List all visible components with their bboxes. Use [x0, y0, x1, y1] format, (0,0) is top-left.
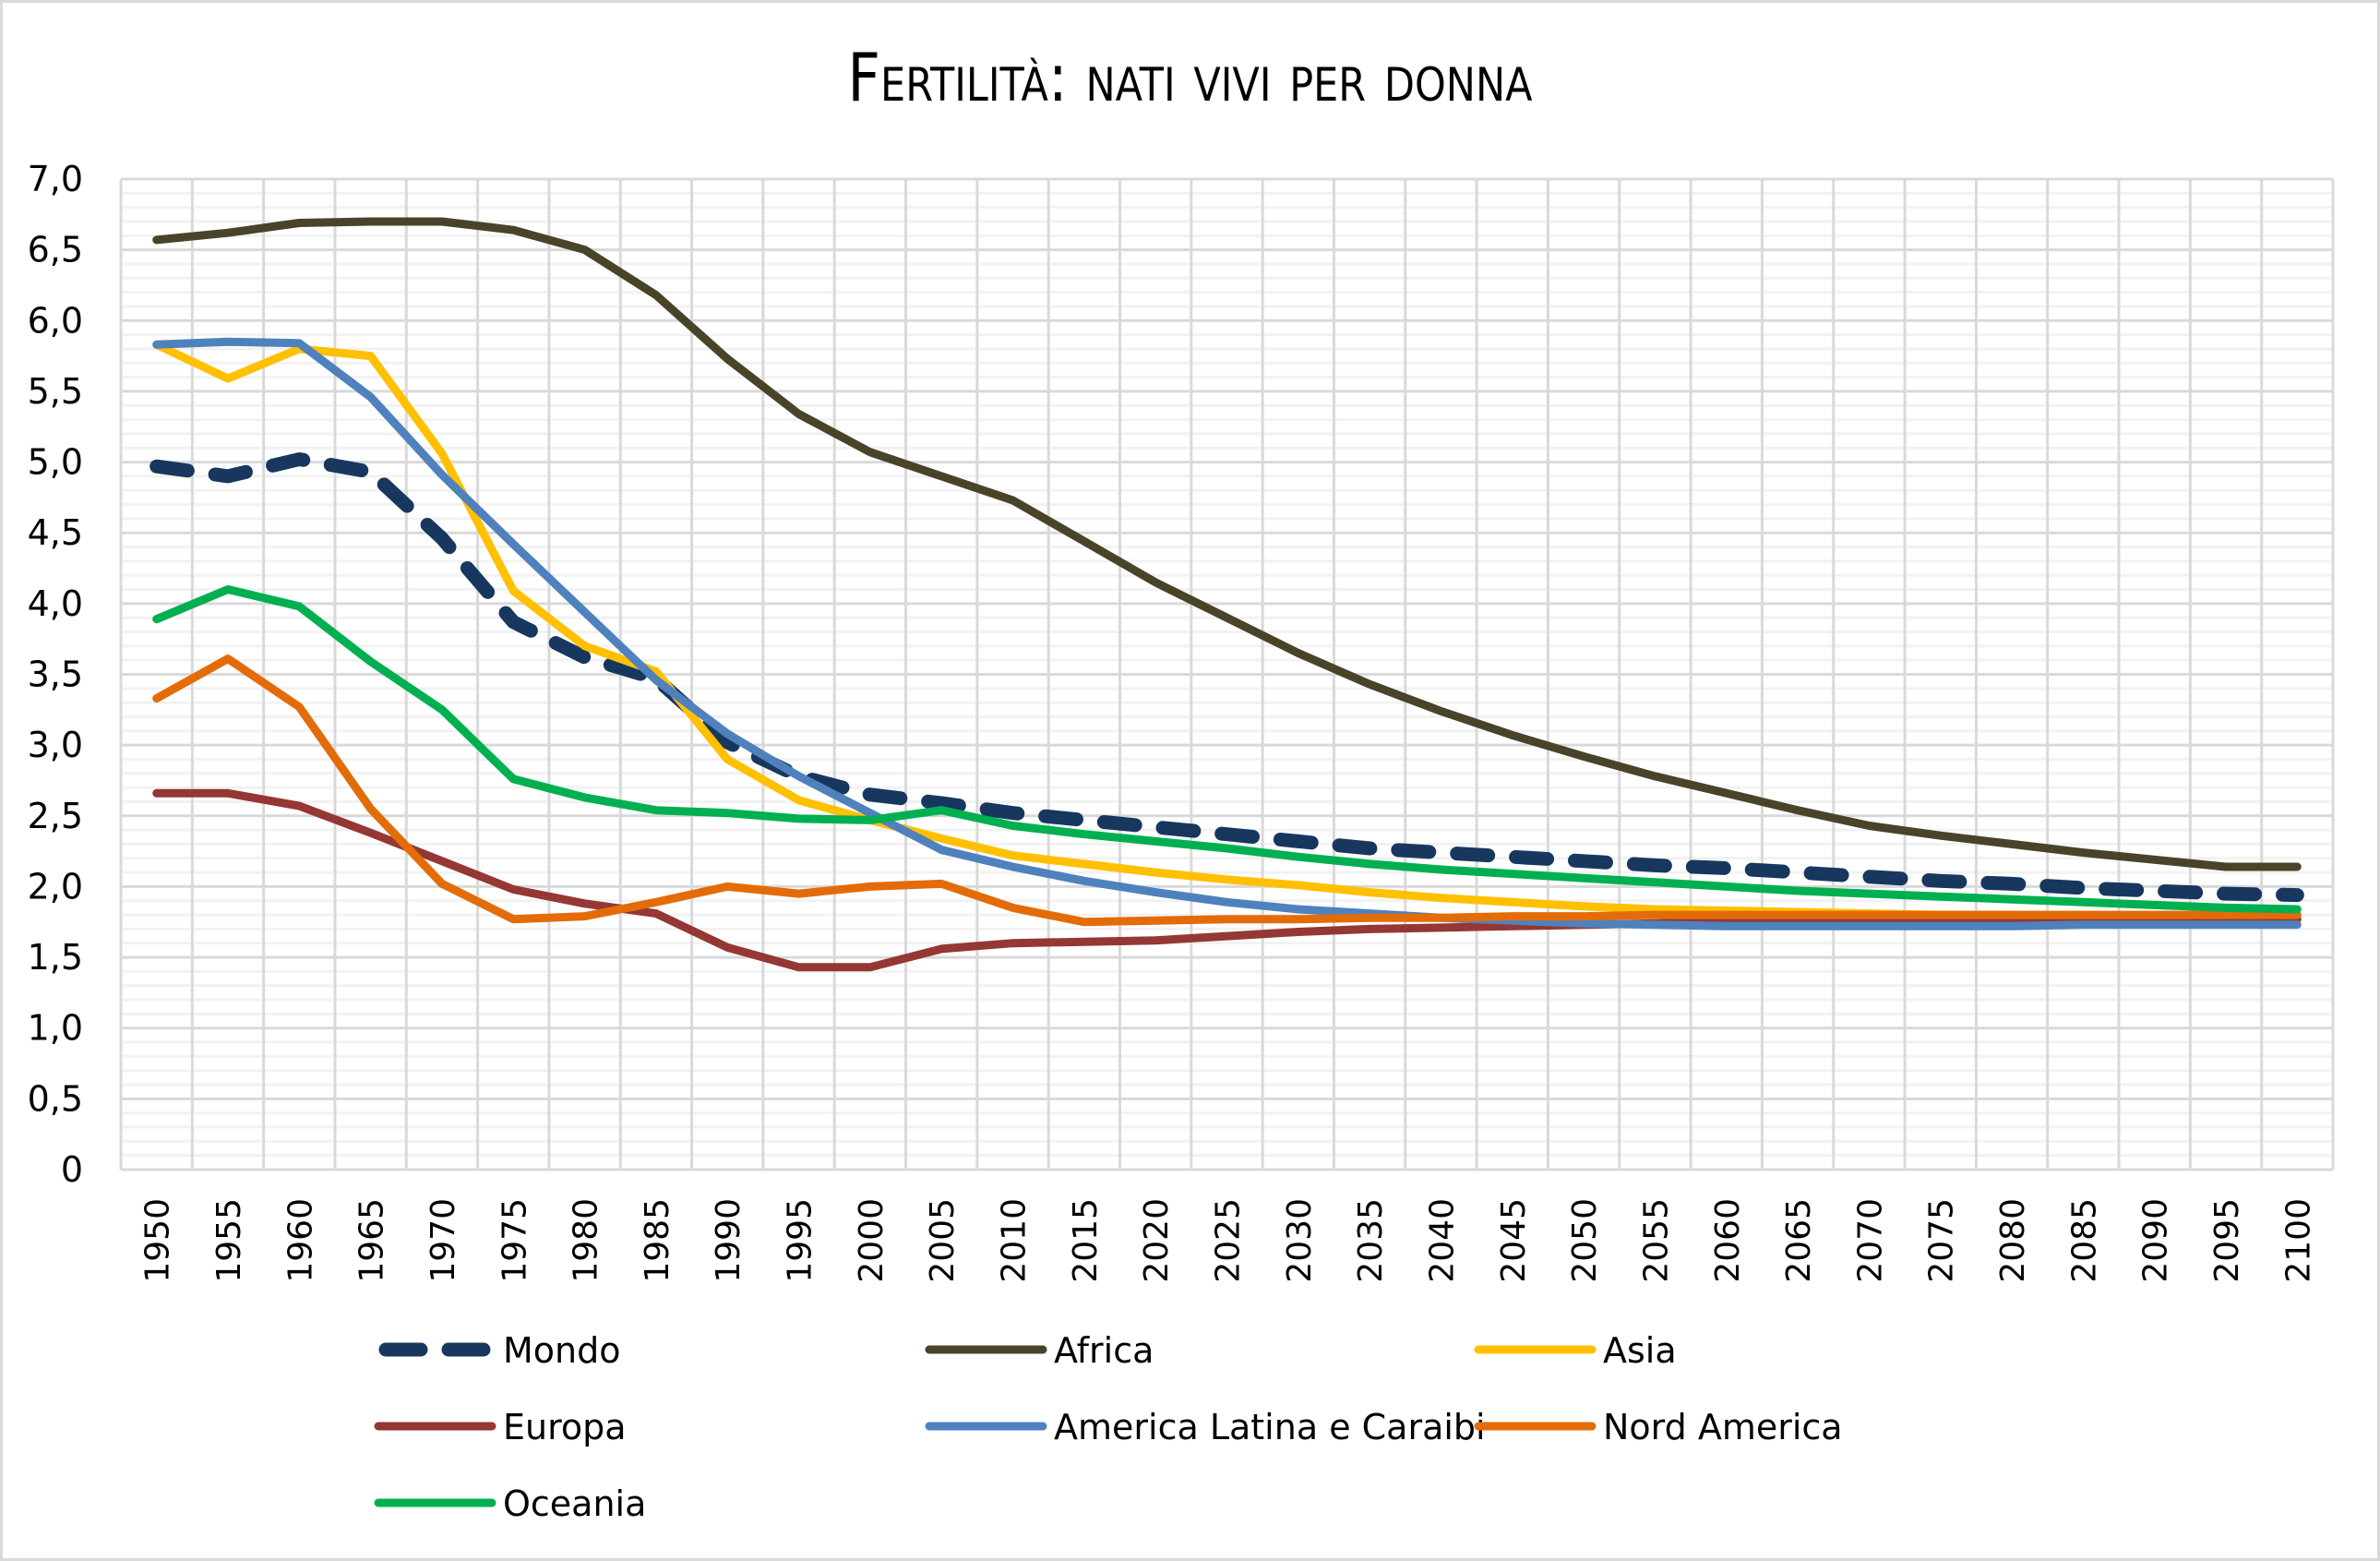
x-tick-label: 1995 [782, 1198, 819, 1283]
y-tick-label: 0 [61, 1149, 83, 1190]
x-tick-label: 2010 [996, 1198, 1034, 1283]
y-tick-label: 7,0 [28, 159, 83, 199]
chart-title: Fertilità: nati vivi per donna [847, 39, 1533, 116]
x-tick-label: 2080 [1994, 1198, 2032, 1283]
x-tick-label: 1985 [639, 1198, 676, 1283]
legend-item-oceania: Oceania [374, 1483, 646, 1524]
x-tick-label: 2085 [2065, 1198, 2103, 1283]
legend-item-asia: Asia [1474, 1330, 1677, 1371]
x-tick-label: 1950 [139, 1198, 177, 1283]
legend-label: Africa [1054, 1330, 1154, 1371]
x-tick-label: 2090 [2137, 1198, 2175, 1283]
x-tick-label: 2100 [2279, 1198, 2317, 1283]
y-tick-label: 2,0 [28, 866, 83, 907]
x-tick-label: 2030 [1281, 1198, 1319, 1283]
x-tick-label: 2005 [924, 1198, 962, 1283]
legend-item-mondo: Mondo [378, 1330, 621, 1371]
y-tick-label: 1,0 [28, 1008, 83, 1049]
legend: Mondo Africa Asia Europa America Latina e Ca… [374, 1330, 1843, 1524]
legend-item-africa: Africa [925, 1330, 1154, 1371]
x-tick-label: 1955 [210, 1198, 248, 1283]
major-gridlines [121, 177, 2333, 1171]
legend-label: Nord America [1603, 1407, 1843, 1447]
y-tick-label: 5,0 [28, 442, 83, 483]
x-tick-label: 2025 [1210, 1198, 1248, 1283]
y-tick-label: 3,5 [28, 654, 83, 695]
series-line-africa [152, 217, 2302, 871]
y-tick-label: 5,5 [28, 371, 83, 412]
x-tick-label: 2045 [1495, 1198, 1533, 1283]
series-line-nord-america [152, 654, 2302, 927]
series-line-oceania [152, 585, 2302, 914]
x-tick-label: 2075 [1923, 1198, 1961, 1283]
series-lines [149, 217, 2304, 972]
legend-label: Oceania [503, 1483, 646, 1524]
x-tick-label: 2015 [1067, 1198, 1105, 1283]
y-tick-label: 2,5 [28, 796, 83, 836]
x-tick-label: 2000 [853, 1198, 891, 1283]
series-line-mondo [149, 452, 2304, 903]
x-tick-label: 2050 [1566, 1198, 1604, 1283]
legend-label: Europa [503, 1407, 627, 1447]
x-tick-label: 2020 [1138, 1198, 1176, 1283]
x-tick-label: 2070 [1851, 1198, 1889, 1283]
x-tick-label: 2040 [1423, 1198, 1461, 1283]
y-tick-label: 1,5 [28, 937, 83, 978]
y-tick-label: 4,5 [28, 512, 83, 553]
legend-item-nord-america: Nord America [1474, 1407, 1843, 1447]
x-tick-label: 1960 [281, 1198, 319, 1283]
x-tick-label: 1975 [496, 1198, 533, 1283]
y-tick-label: 4,0 [28, 583, 83, 624]
x-tick-label: 1980 [568, 1198, 605, 1283]
x-tick-label: 2065 [1780, 1198, 1818, 1283]
y-tick-label: 6,0 [28, 300, 83, 341]
vertical-gridlines [119, 179, 2335, 1170]
legend-label: Mondo [503, 1330, 621, 1371]
x-tick-label: 2095 [2208, 1198, 2246, 1283]
x-tick-label: 1990 [710, 1198, 747, 1283]
y-tick-label: 0,5 [28, 1078, 83, 1119]
x-tick-label: 1970 [425, 1198, 462, 1283]
series-line-america-latina-e-caraibi [152, 337, 2302, 931]
series-line-europa [152, 788, 2302, 972]
legend-item-america-latina-e-caraibi: America Latina e Caraibi [925, 1407, 1486, 1447]
y-axis-tick-labels: 0 0,5 1,0 1,5 2,0 2,5 3,0 3,5 4,0 4,5 5,0 5,5 6,0 6,5… [28, 159, 83, 1190]
x-axis-tick-labels: 1950 1955 1960 1965 1970 1975 1980 1985 1990 1995… [139, 1198, 2318, 1283]
x-tick-label: 2055 [1637, 1198, 1675, 1283]
y-tick-label: 6,5 [28, 230, 83, 270]
x-tick-label: 1965 [353, 1198, 391, 1283]
legend-label: Asia [1603, 1330, 1677, 1371]
legend-item-europa: Europa [374, 1407, 627, 1447]
x-tick-label: 2035 [1352, 1198, 1390, 1283]
x-tick-label: 2060 [1709, 1198, 1747, 1283]
legend-label: America Latina e Caraibi [1054, 1407, 1486, 1447]
y-tick-label: 3,0 [28, 725, 83, 765]
